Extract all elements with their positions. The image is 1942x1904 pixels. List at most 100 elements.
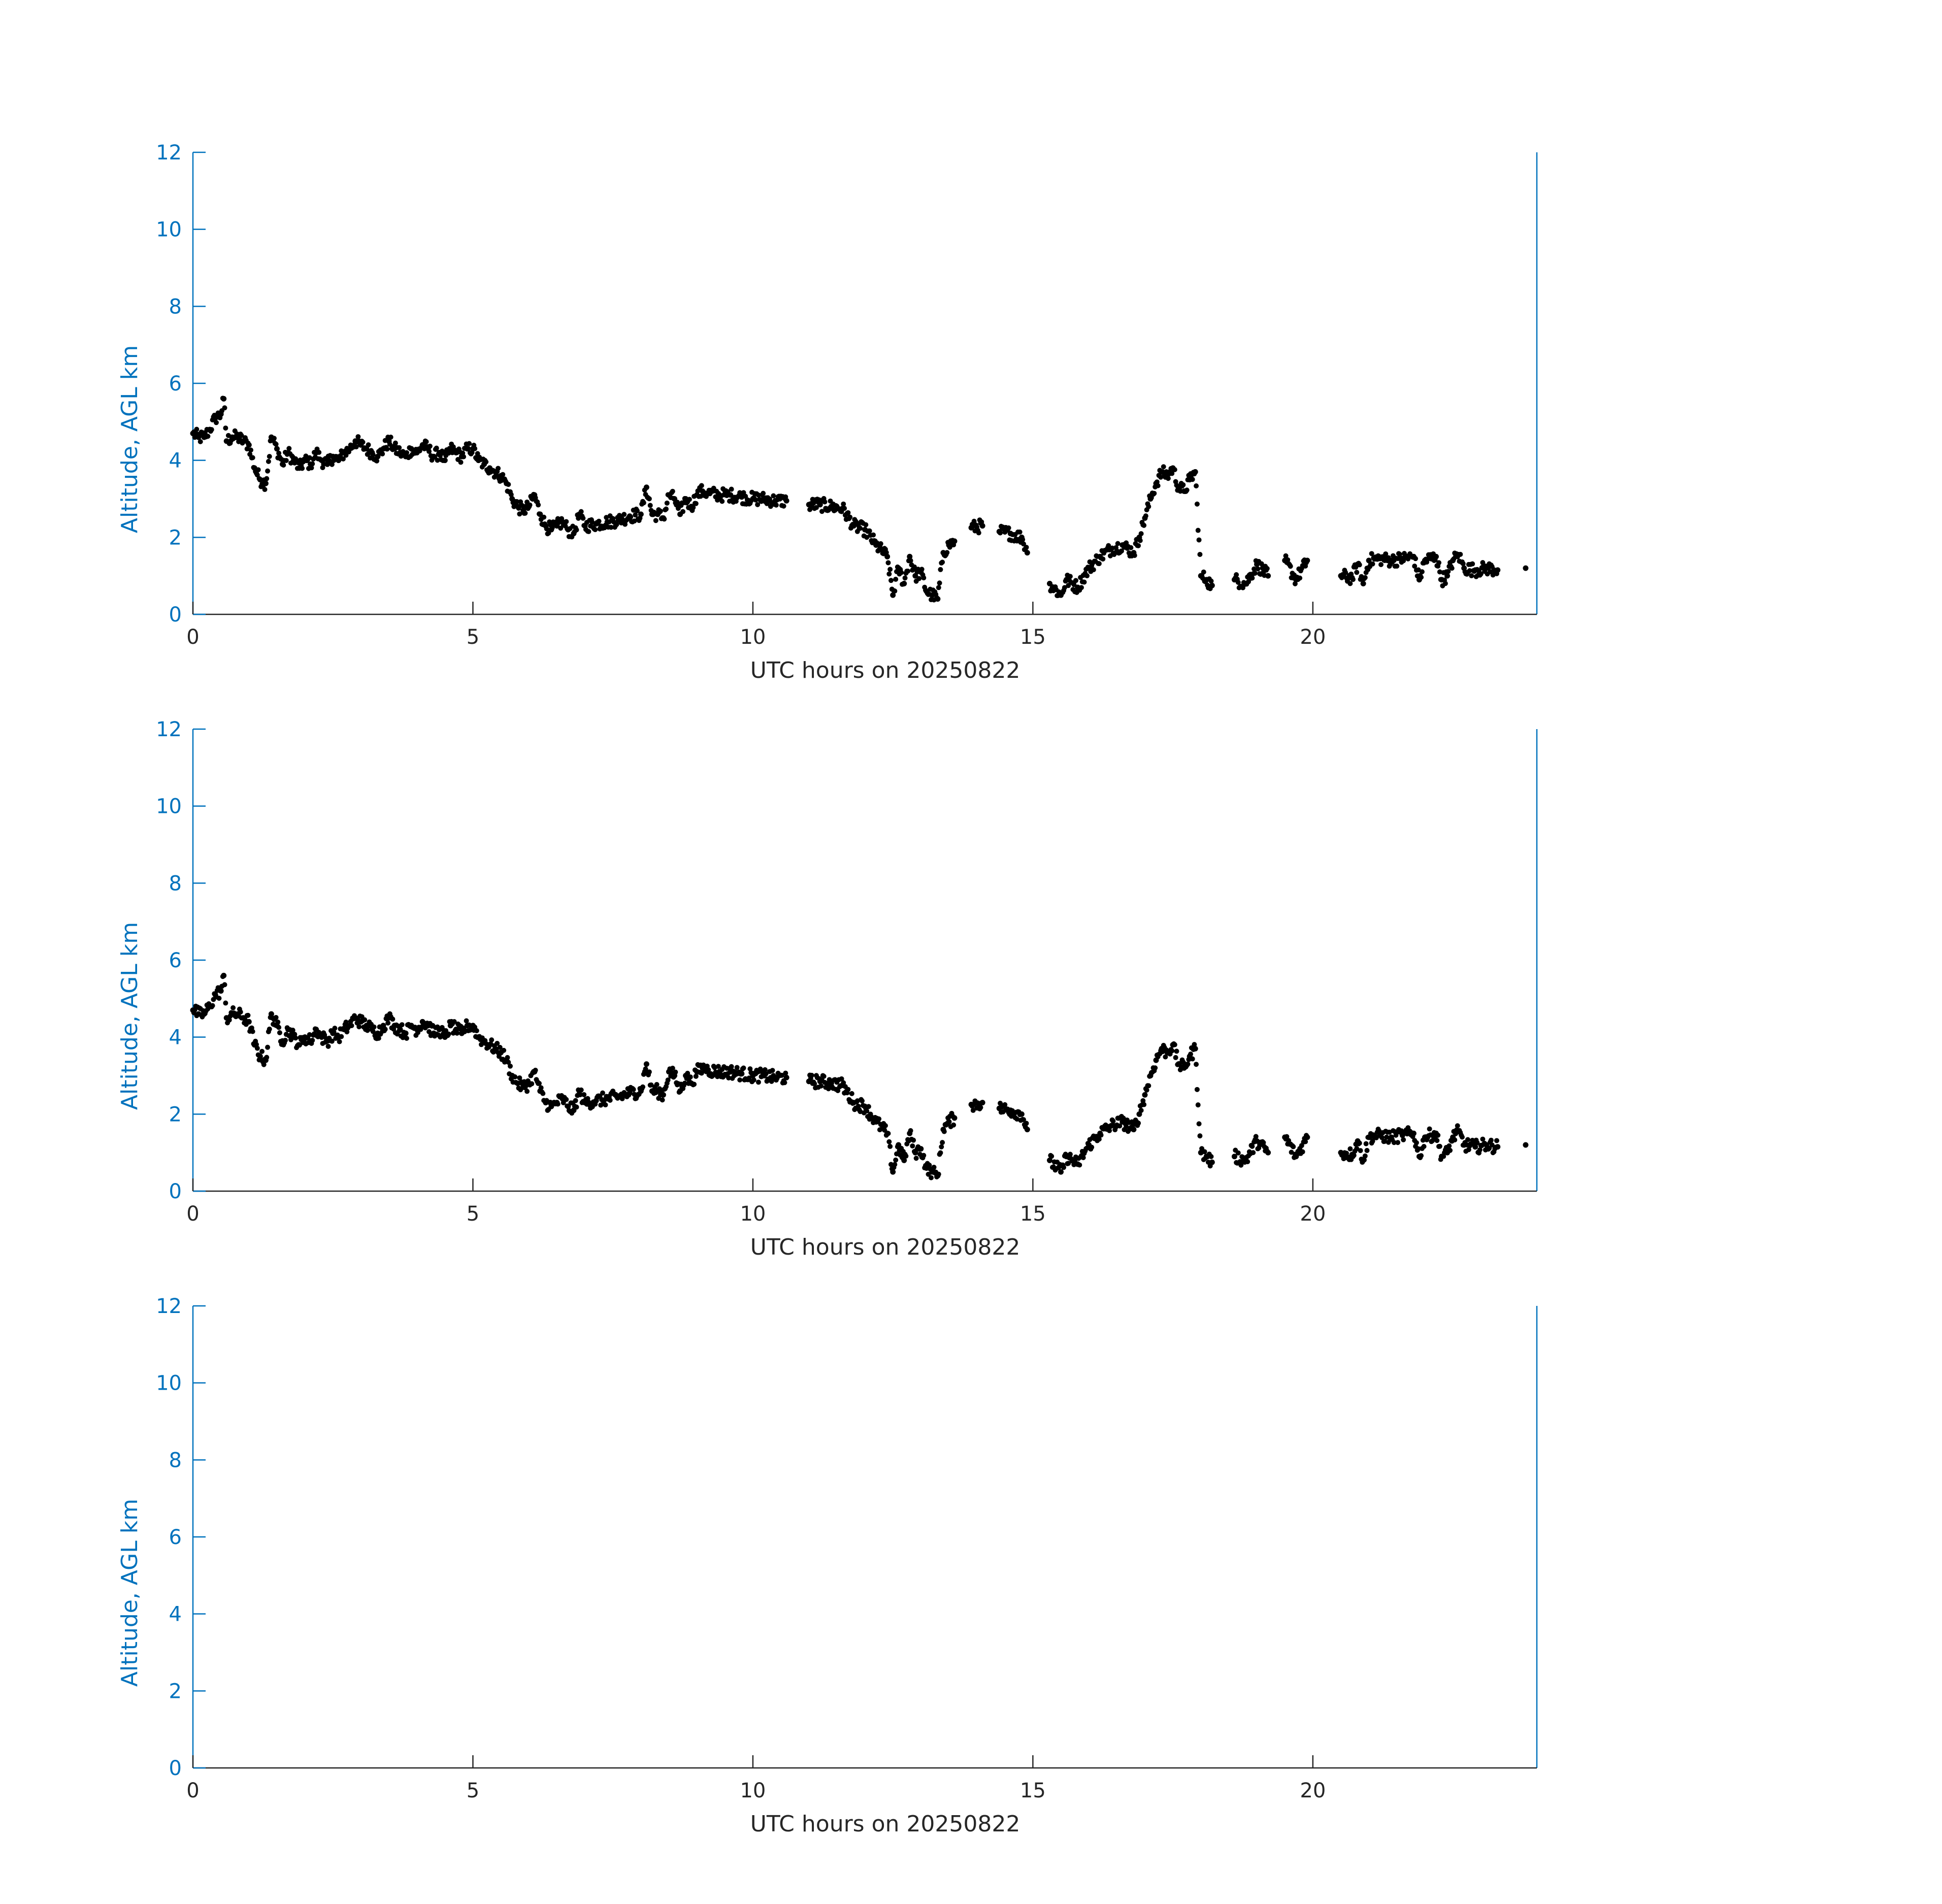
- data-point: [654, 1081, 660, 1087]
- data-point: [921, 575, 927, 581]
- data-point: [1265, 1150, 1271, 1156]
- data-point: [1458, 551, 1463, 557]
- data-point: [882, 1123, 888, 1128]
- x-axis-label: UTC hours on 20250822: [750, 658, 1021, 683]
- data-point: [693, 501, 699, 506]
- data-point: [783, 1070, 788, 1076]
- data-point: [886, 571, 892, 577]
- data-point: [1172, 1042, 1177, 1047]
- data-points: [190, 972, 1529, 1180]
- data-point: [426, 449, 432, 454]
- data-point: [1021, 541, 1026, 547]
- data-point: [337, 1039, 342, 1044]
- data-point: [1194, 1062, 1199, 1067]
- data-point: [1066, 1161, 1071, 1166]
- data-point: [1444, 573, 1451, 579]
- data-point: [1477, 1147, 1483, 1153]
- data-point: [976, 530, 981, 536]
- data-point: [216, 996, 222, 1001]
- data-point: [1358, 1148, 1363, 1154]
- data-point: [710, 1073, 715, 1078]
- data-point: [1259, 561, 1264, 567]
- data-point: [1370, 561, 1375, 567]
- data-point: [1363, 1141, 1369, 1146]
- data-point: [608, 524, 614, 530]
- data-point: [913, 1156, 919, 1161]
- data-point: [1238, 1162, 1244, 1168]
- data-point: [663, 506, 669, 512]
- data-point: [842, 506, 847, 511]
- data-point: [384, 446, 390, 452]
- data-point: [222, 982, 227, 988]
- data-point: [375, 453, 381, 459]
- data-point: [276, 450, 282, 456]
- data-point: [653, 518, 659, 523]
- data-point: [1172, 467, 1177, 473]
- data-point: [1098, 1132, 1104, 1138]
- data-point: [1096, 561, 1102, 567]
- data-point: [1394, 563, 1400, 569]
- data-point: [458, 459, 464, 465]
- data-point: [529, 1081, 535, 1087]
- data-point: [533, 1067, 538, 1073]
- data-point: [1343, 570, 1348, 575]
- data-point: [807, 507, 813, 512]
- y-tick-label: 6: [169, 372, 182, 396]
- data-point: [867, 528, 872, 534]
- data-point: [1495, 1144, 1501, 1150]
- data-point: [1252, 566, 1257, 572]
- data-point: [888, 578, 894, 583]
- data-point: [370, 1029, 376, 1034]
- data-point: [248, 447, 253, 453]
- data-point: [643, 1061, 649, 1067]
- data-point: [1474, 1140, 1480, 1145]
- data-point: [397, 1027, 403, 1032]
- data-point: [1006, 525, 1011, 531]
- data-point: [1433, 553, 1439, 560]
- data-point: [1357, 1140, 1362, 1146]
- data-point: [858, 526, 863, 531]
- data-point: [423, 439, 429, 444]
- x-tick-label: 0: [186, 1779, 199, 1802]
- chart-panel-2: 0 2 4 6 8 10 12 0 5 10 15 20 UTC hours on 20250822 Al…: [117, 718, 1538, 1260]
- data-point: [1109, 545, 1115, 551]
- data-point: [497, 1044, 503, 1050]
- data-point: [747, 1066, 753, 1072]
- data-point: [387, 442, 392, 447]
- data-point: [1488, 1137, 1494, 1143]
- data-point: [506, 482, 511, 487]
- data-point: [209, 427, 214, 433]
- data-point: [540, 1091, 546, 1096]
- y-tick-label: 8: [169, 872, 182, 895]
- data-point: [905, 568, 911, 574]
- data-point: [281, 462, 286, 468]
- data-point: [261, 1062, 267, 1067]
- data-point: [213, 420, 219, 425]
- data-point: [536, 1080, 542, 1086]
- data-point: [1245, 1159, 1250, 1164]
- data-point: [527, 502, 533, 508]
- data-point: [1235, 579, 1241, 585]
- data-point: [399, 1022, 405, 1028]
- data-point: [1436, 560, 1441, 566]
- y-tick-label: 8: [169, 295, 182, 318]
- data-point: [648, 1082, 654, 1088]
- data-point: [1304, 1134, 1310, 1140]
- data-point: [574, 527, 579, 533]
- data-point: [385, 1020, 391, 1026]
- data-point: [699, 483, 704, 488]
- data-point: [771, 493, 776, 499]
- data-point: [316, 449, 322, 455]
- data-point: [293, 1035, 299, 1041]
- data-point: [1208, 578, 1214, 584]
- data-point: [277, 1030, 282, 1036]
- data-point: [1020, 537, 1026, 542]
- data-point: [598, 1102, 604, 1108]
- data-point: [1291, 1144, 1296, 1150]
- data-point: [864, 1108, 870, 1114]
- data-point: [1289, 1150, 1294, 1155]
- data-point: [1401, 1137, 1406, 1142]
- data-point: [524, 1089, 530, 1094]
- data-point: [1024, 1121, 1029, 1126]
- data-point: [392, 440, 398, 446]
